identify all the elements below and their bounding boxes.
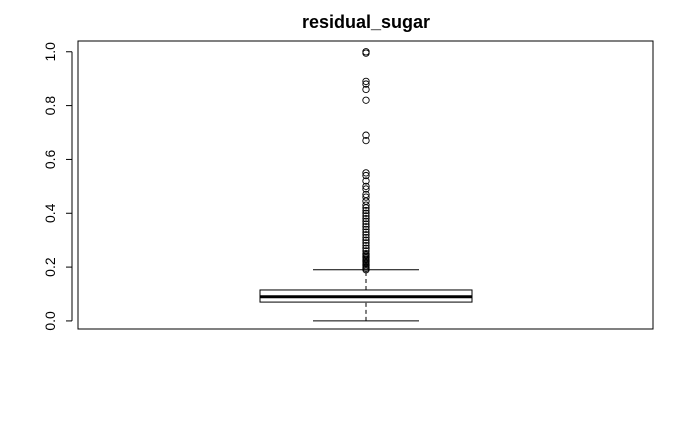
outlier-point	[362, 209, 370, 217]
plot-frame	[77, 40, 654, 330]
outlier-point	[362, 177, 370, 185]
outlier-point	[362, 96, 370, 104]
box-group	[259, 269, 473, 322]
y-tick-label: 1.0	[42, 42, 58, 62]
outlier-point	[362, 212, 370, 220]
outlier-point	[362, 80, 370, 88]
outlier-point	[362, 136, 370, 145]
outlier-point	[362, 206, 370, 215]
outlier-point	[362, 182, 370, 190]
outlier-point	[362, 169, 370, 177]
outlier-point	[362, 249, 370, 258]
outlier-point	[362, 241, 370, 250]
outlier-point	[362, 77, 370, 86]
y-axis: 0.0 0.2 0.4 0.6 0.8 1.0	[42, 42, 73, 331]
outlier-point	[362, 185, 370, 193]
outlier-point	[362, 231, 370, 239]
y-tick-label: 0.6	[42, 149, 58, 169]
outlier-point	[362, 228, 370, 236]
chart-title: residual_sugar	[302, 12, 430, 32]
y-tick-label: 0.2	[42, 257, 58, 277]
outlier-point	[362, 220, 370, 228]
outlier-point	[362, 217, 370, 225]
outlier-point	[362, 233, 370, 242]
outlier-point	[362, 225, 370, 234]
outlier-point	[362, 244, 370, 252]
outlier-point	[362, 223, 370, 231]
outlier-points	[362, 48, 370, 274]
outlier-point	[362, 85, 370, 94]
outlier-point	[362, 131, 370, 139]
outlier-point	[362, 214, 370, 223]
outlier-point	[362, 247, 370, 255]
outlier-point	[362, 201, 370, 209]
outlier-point	[362, 48, 370, 56]
outlier-point	[362, 193, 370, 201]
outlier-point	[362, 190, 370, 199]
outlier-point	[362, 239, 370, 247]
y-tick-label: 0.0	[42, 311, 58, 331]
y-tick-label: 0.8	[42, 96, 58, 116]
outlier-point	[362, 236, 370, 244]
outlier-point	[362, 171, 370, 180]
y-tick-label: 0.4	[42, 203, 58, 223]
